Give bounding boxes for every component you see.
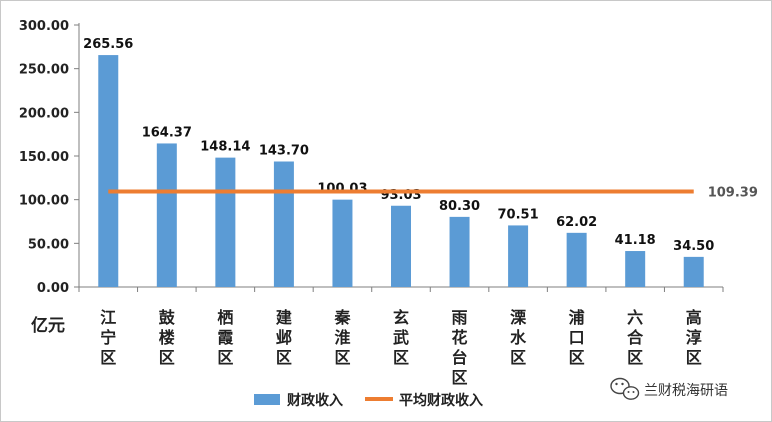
bar xyxy=(683,256,704,287)
x-category-label: 栖霞区 xyxy=(217,308,234,367)
legend-bar-label: 财政收入 xyxy=(286,392,343,409)
bar xyxy=(391,205,411,287)
bar xyxy=(508,225,529,287)
y-tick-label: 150.00 xyxy=(19,150,69,165)
bar-value-label: 34.50 xyxy=(673,239,714,254)
watermark: 兰财税海研语 xyxy=(610,377,728,400)
bar xyxy=(215,157,236,287)
x-category-label: 浦口区 xyxy=(569,308,585,367)
x-category-label: 建邺区 xyxy=(276,308,292,367)
bar-value-label: 265.56 xyxy=(83,37,133,52)
y-tick-label: 300.00 xyxy=(19,19,69,34)
watermark-text: 兰财税海研语 xyxy=(644,383,728,399)
legend: 财政收入 平均财政收入 xyxy=(254,392,483,409)
bar xyxy=(156,143,177,287)
x-category-label: 秦淮区 xyxy=(333,308,351,367)
bar-value-label: 100.03 xyxy=(317,182,367,197)
bar xyxy=(98,55,119,287)
x-category-label: 江宁区 xyxy=(100,308,116,367)
y-axis-unit: 亿元 xyxy=(31,315,65,336)
x-category-label: 高淳区 xyxy=(686,308,702,367)
bar-value-label: 143.70 xyxy=(259,144,309,159)
bar xyxy=(449,216,470,287)
x-category-label: 溧水区 xyxy=(510,308,527,367)
y-tick-label: 50.00 xyxy=(28,237,69,252)
legend-bar-swatch xyxy=(254,394,280,405)
legend-line-label: 平均财政收入 xyxy=(399,392,483,409)
wechat-icon xyxy=(610,377,640,400)
x-category-label: 六合区 xyxy=(627,308,644,367)
bar xyxy=(625,251,646,287)
bar xyxy=(332,199,353,287)
x-category-label: 玄武区 xyxy=(393,308,409,367)
bar-value-label: 80.30 xyxy=(439,199,480,214)
bar-value-label: 164.37 xyxy=(142,125,192,140)
bar-value-label: 70.51 xyxy=(498,207,539,222)
y-tick-label: 100.00 xyxy=(19,194,69,209)
y-tick-label: 200.00 xyxy=(19,106,69,121)
bar xyxy=(273,161,294,287)
bar-value-label: 62.02 xyxy=(556,215,597,230)
bar-value-label: 41.18 xyxy=(615,233,656,248)
y-tick-label: 250.00 xyxy=(19,63,69,78)
x-category-label: 雨花台区 xyxy=(452,308,468,387)
y-tick-label: 0.00 xyxy=(37,281,69,296)
bar-value-label: 148.14 xyxy=(200,140,250,155)
average-line-label: 109.39 xyxy=(708,185,758,200)
x-category-label: 鼓楼区 xyxy=(159,308,176,367)
bar xyxy=(566,232,587,287)
